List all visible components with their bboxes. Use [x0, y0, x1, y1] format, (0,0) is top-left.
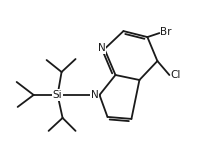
Text: Cl: Cl	[170, 70, 180, 80]
Text: N: N	[97, 43, 105, 53]
Text: Br: Br	[160, 27, 171, 37]
Text: N: N	[90, 90, 98, 100]
Text: Si: Si	[53, 90, 62, 100]
